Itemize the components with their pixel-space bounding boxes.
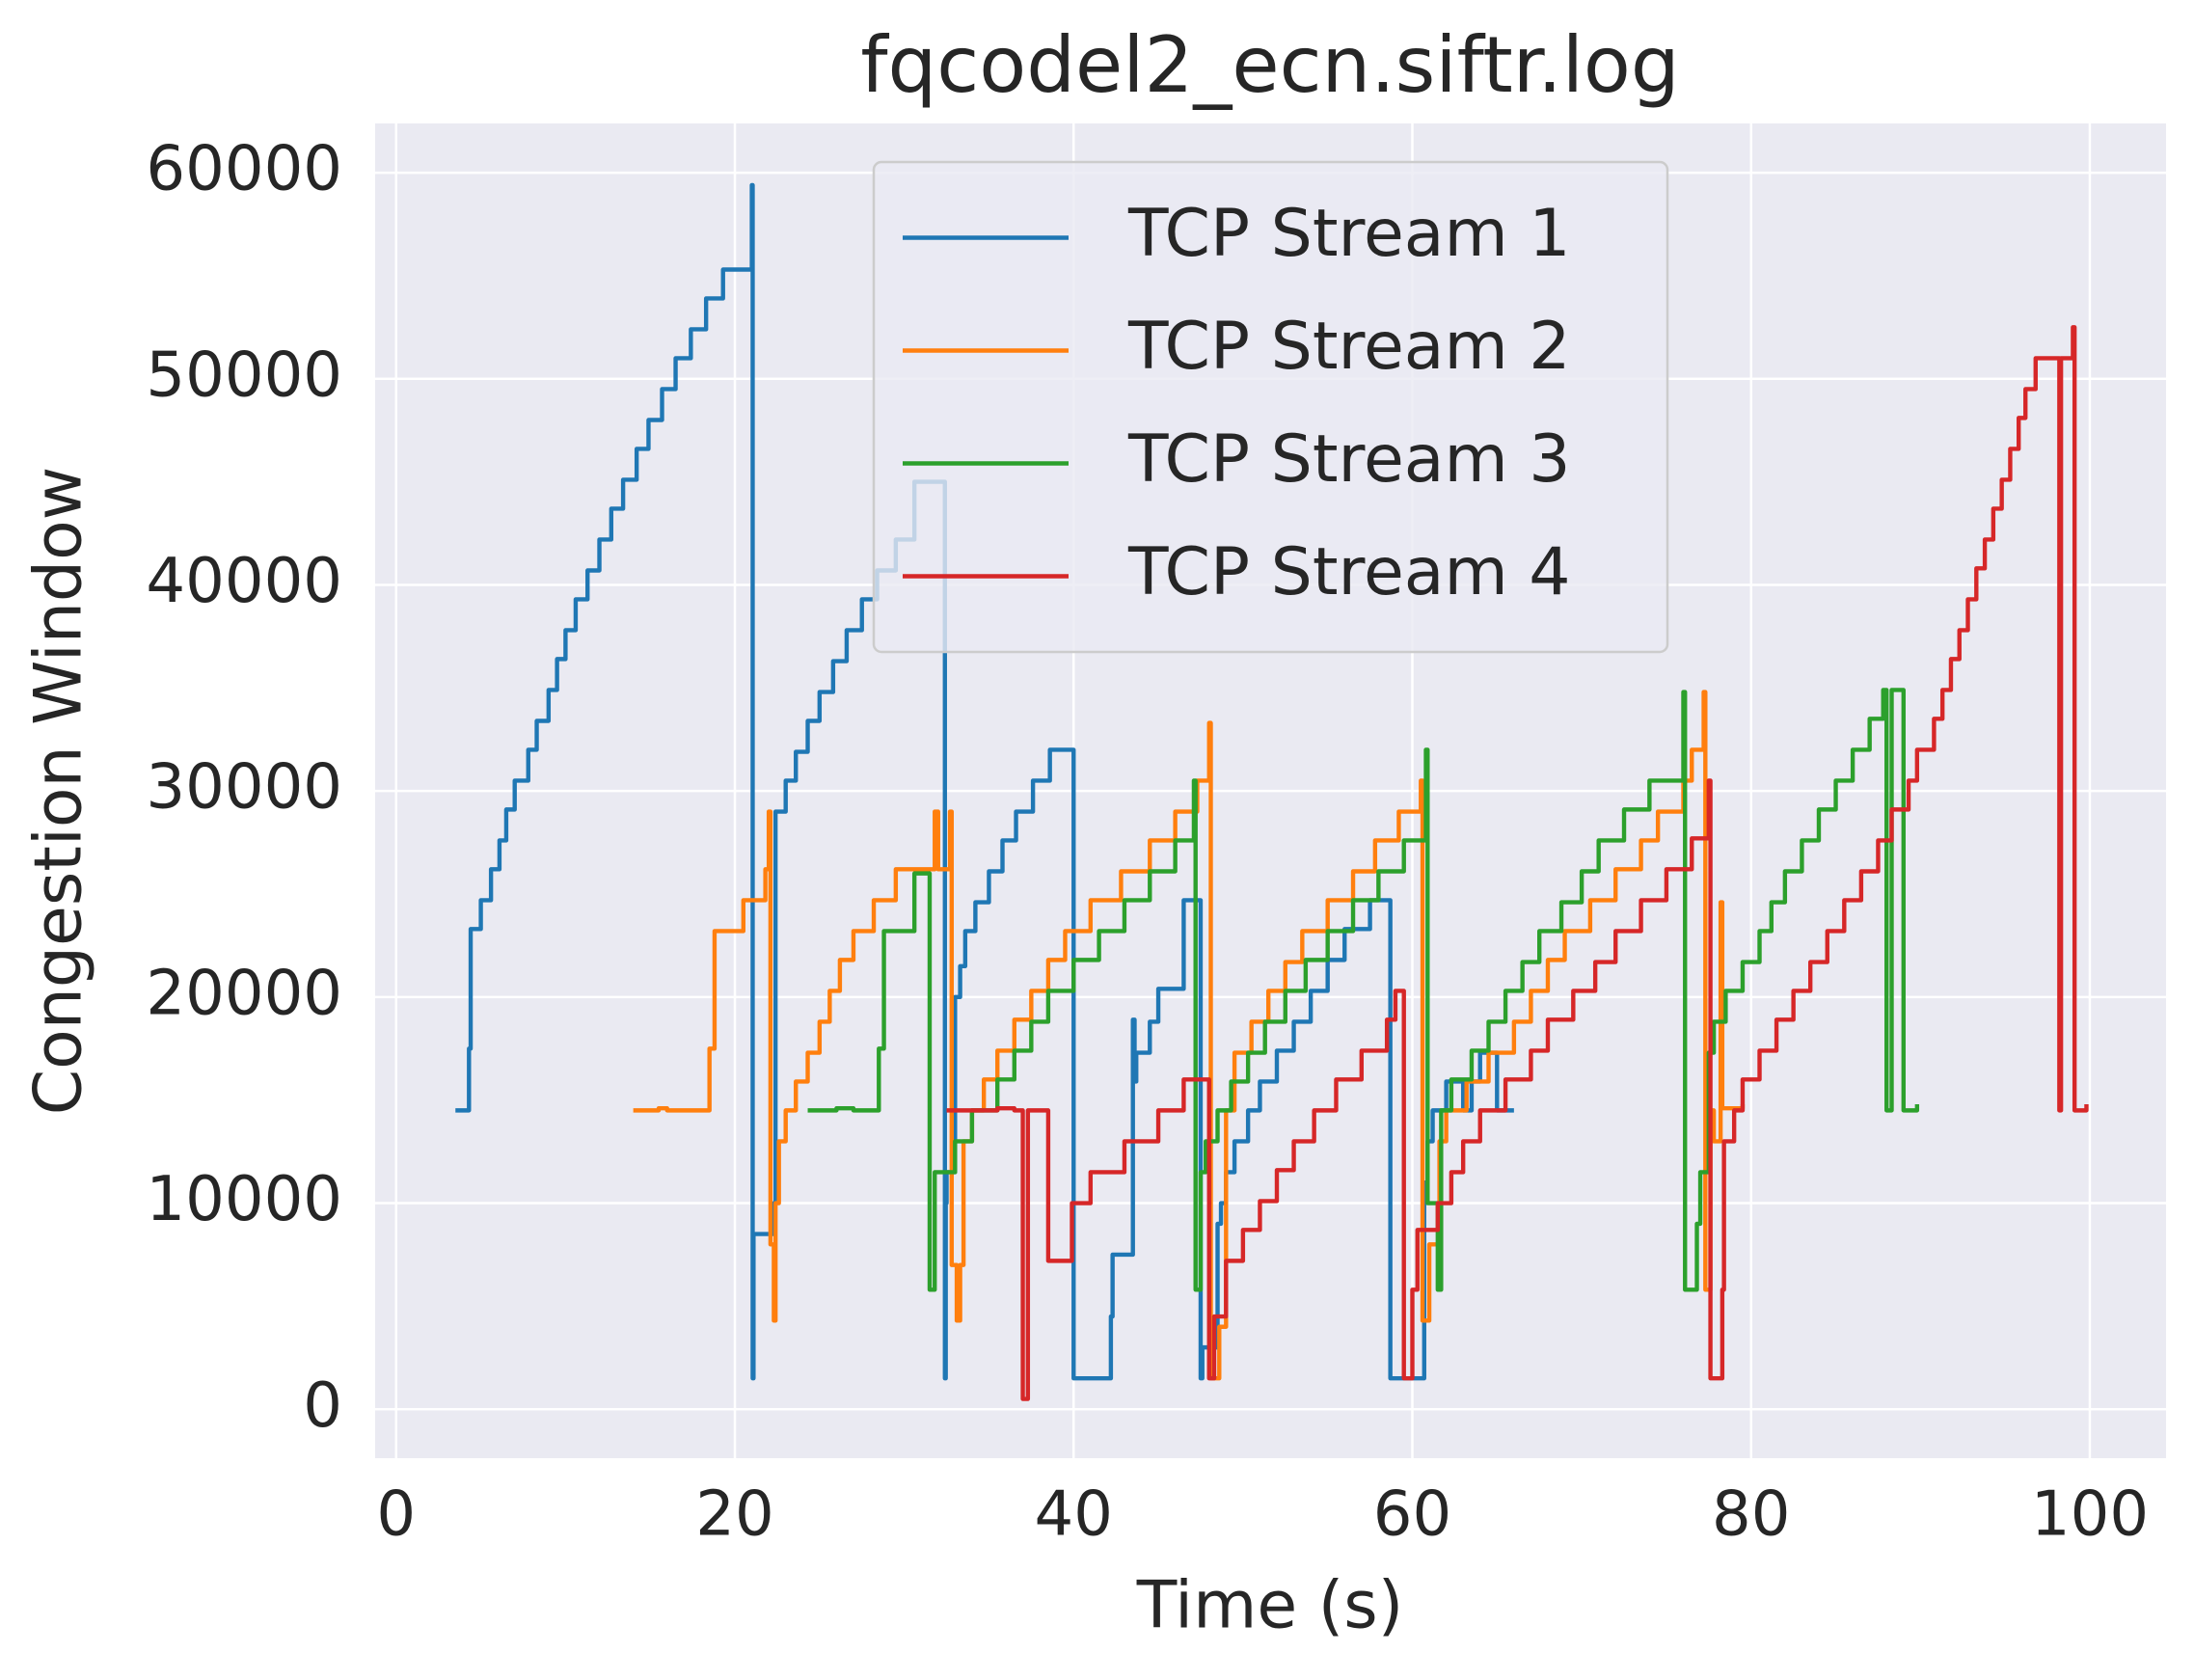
chart-title: fqcodel2_ecn.siftr.log xyxy=(860,20,1679,110)
legend-label: TCP Stream 3 xyxy=(1127,421,1571,498)
series-line xyxy=(946,325,2089,1401)
y-tick-label: 20000 xyxy=(146,958,342,1029)
y-tick-label: 50000 xyxy=(146,339,342,411)
y-axis-label: Congestion Window xyxy=(21,467,97,1116)
y-tick-label: 0 xyxy=(303,1370,342,1442)
series-line xyxy=(807,688,1920,1292)
y-tick-label: 10000 xyxy=(146,1164,342,1235)
legend-label: TCP Stream 4 xyxy=(1127,534,1571,610)
x-tick-label: 40 xyxy=(1035,1479,1113,1551)
x-axis-label: Time (s) xyxy=(1136,1568,1404,1644)
legend-box xyxy=(872,160,1669,654)
y-tick-label: 60000 xyxy=(146,134,342,205)
legend-label: TCP Stream 1 xyxy=(1127,196,1571,272)
legend-label: TCP Stream 2 xyxy=(1127,309,1571,385)
legend: TCP Stream 1 TCP Stream 2 TCP Stream 3 TCP … xyxy=(872,160,1669,654)
y-tick-label: 30000 xyxy=(146,752,342,824)
series-line xyxy=(633,690,1746,1381)
x-tick-label: 100 xyxy=(2031,1479,2149,1551)
x-tick-label: 0 xyxy=(376,1479,416,1551)
x-tick-label: 80 xyxy=(1712,1479,1790,1551)
x-tick-label: 60 xyxy=(1373,1479,1451,1551)
y-tick-label: 40000 xyxy=(146,546,342,617)
lines xyxy=(455,182,2089,1401)
x-tick-label: 20 xyxy=(695,1479,773,1551)
